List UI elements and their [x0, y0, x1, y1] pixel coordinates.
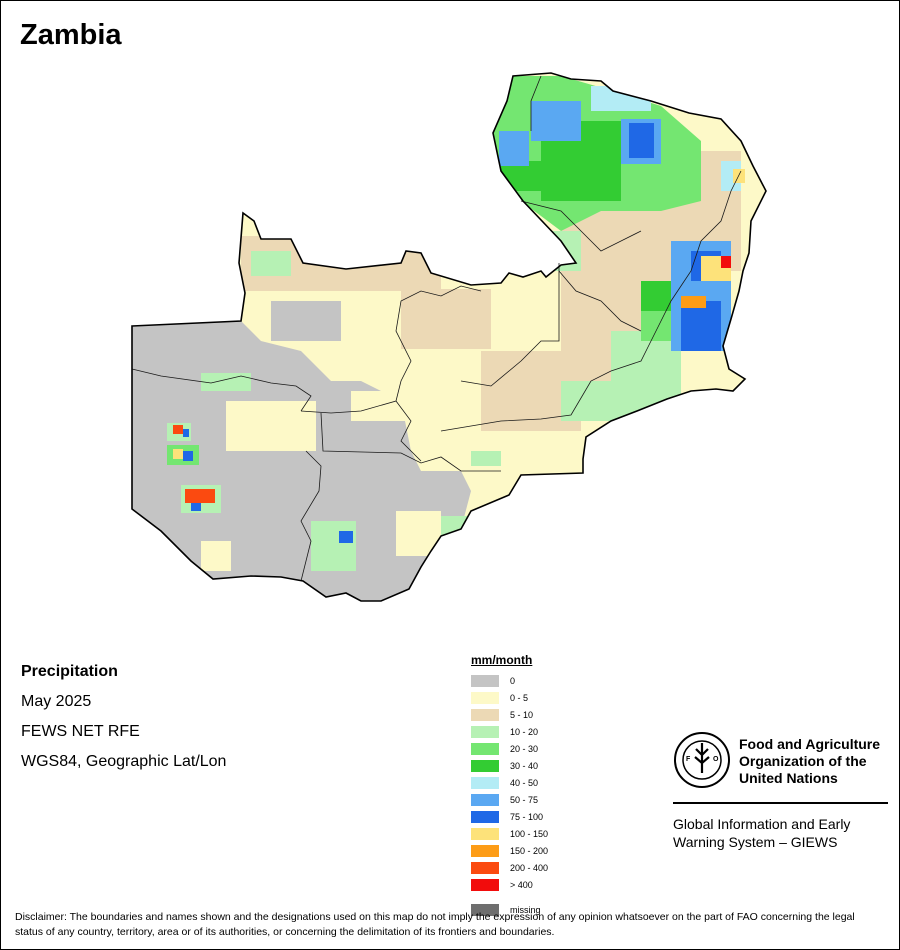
svg-text:F: F [686, 756, 691, 763]
legend-item: > 400 [471, 876, 548, 893]
legend-swatch [471, 776, 499, 789]
projection-label: WGS84, Geographic Lat/Lon [21, 753, 227, 770]
legend-item: 30 - 40 [471, 757, 548, 774]
legend-swatch [471, 742, 499, 755]
legend-label: 50 - 75 [510, 794, 539, 805]
legend-item: 10 - 20 [471, 723, 548, 740]
disclaimer-text: Disclaimer: The boundaries and names sho… [15, 911, 855, 938]
legend-item: 100 - 150 [471, 825, 548, 842]
legend-label: 200 - 400 [510, 862, 549, 873]
fao-divider [673, 802, 888, 804]
svg-text:O: O [713, 756, 719, 763]
legend-label: 5 - 10 [510, 709, 534, 720]
legend-label: 30 - 40 [510, 760, 539, 771]
legend-item: 150 - 200 [471, 842, 548, 859]
legend-label: 40 - 50 [510, 777, 539, 788]
legend-label: 150 - 200 [510, 845, 549, 856]
legend-swatch [471, 759, 499, 772]
legend-swatch [471, 827, 499, 840]
variable-label: Precipitation [21, 663, 118, 680]
source-label: FEWS NET RFE [21, 723, 140, 740]
map-info: Precipitation May 2025 FEWS NET RFE WGS8… [21, 657, 226, 777]
legend-swatch [471, 878, 499, 891]
west-anomaly-cluster-3 [181, 485, 221, 513]
fao-org-name: Food and Agriculture Organization of the… [739, 736, 881, 786]
legend-item: 0 - 5 [471, 689, 548, 706]
legend-label: 0 - 5 [510, 692, 529, 703]
legend-title: mm/month [471, 653, 533, 667]
legend-item: 40 - 50 [471, 774, 548, 791]
legend-swatch [471, 903, 499, 916]
map-title: Zambia [20, 19, 122, 51]
legend-swatch [471, 844, 499, 857]
legend-item: 0 [471, 672, 548, 689]
giews-name: Global Information and Early Warning Sys… [673, 816, 851, 850]
period-label: May 2025 [21, 693, 92, 710]
legend-swatch [471, 810, 499, 823]
legend-item: 5 - 10 [471, 706, 548, 723]
precipitation-map [131, 72, 767, 602]
legend-label: missing [510, 904, 541, 915]
legend-item: 20 - 30 [471, 740, 548, 757]
legend-label: 0 [510, 675, 516, 686]
legend-item: 200 - 400 [471, 859, 548, 876]
legend-item: 75 - 100 [471, 808, 548, 825]
legend-swatch [471, 861, 499, 874]
legend-label: > 400 [510, 879, 533, 890]
legend-item-missing: missing [471, 901, 548, 918]
legend-label: 100 - 150 [510, 828, 549, 839]
legend-label: 75 - 100 [510, 811, 544, 822]
west-anomaly-cluster-1 [167, 423, 191, 441]
legend-swatch [471, 708, 499, 721]
legend-swatch [471, 691, 499, 704]
legend-label: 10 - 20 [510, 726, 539, 737]
legend-item: 50 - 75 [471, 791, 548, 808]
legend-label: 20 - 30 [510, 743, 539, 754]
precipitation-legend: mm/month 0 0 - 5 5 - 10 10 - 20 20 - 30 30 - … [471, 653, 548, 918]
legend-swatch [471, 793, 499, 806]
legend-swatch [471, 725, 499, 738]
west-anomaly-cluster-2 [167, 445, 199, 465]
legend-swatch [471, 674, 499, 687]
fao-logo-icon: F O [674, 732, 730, 788]
